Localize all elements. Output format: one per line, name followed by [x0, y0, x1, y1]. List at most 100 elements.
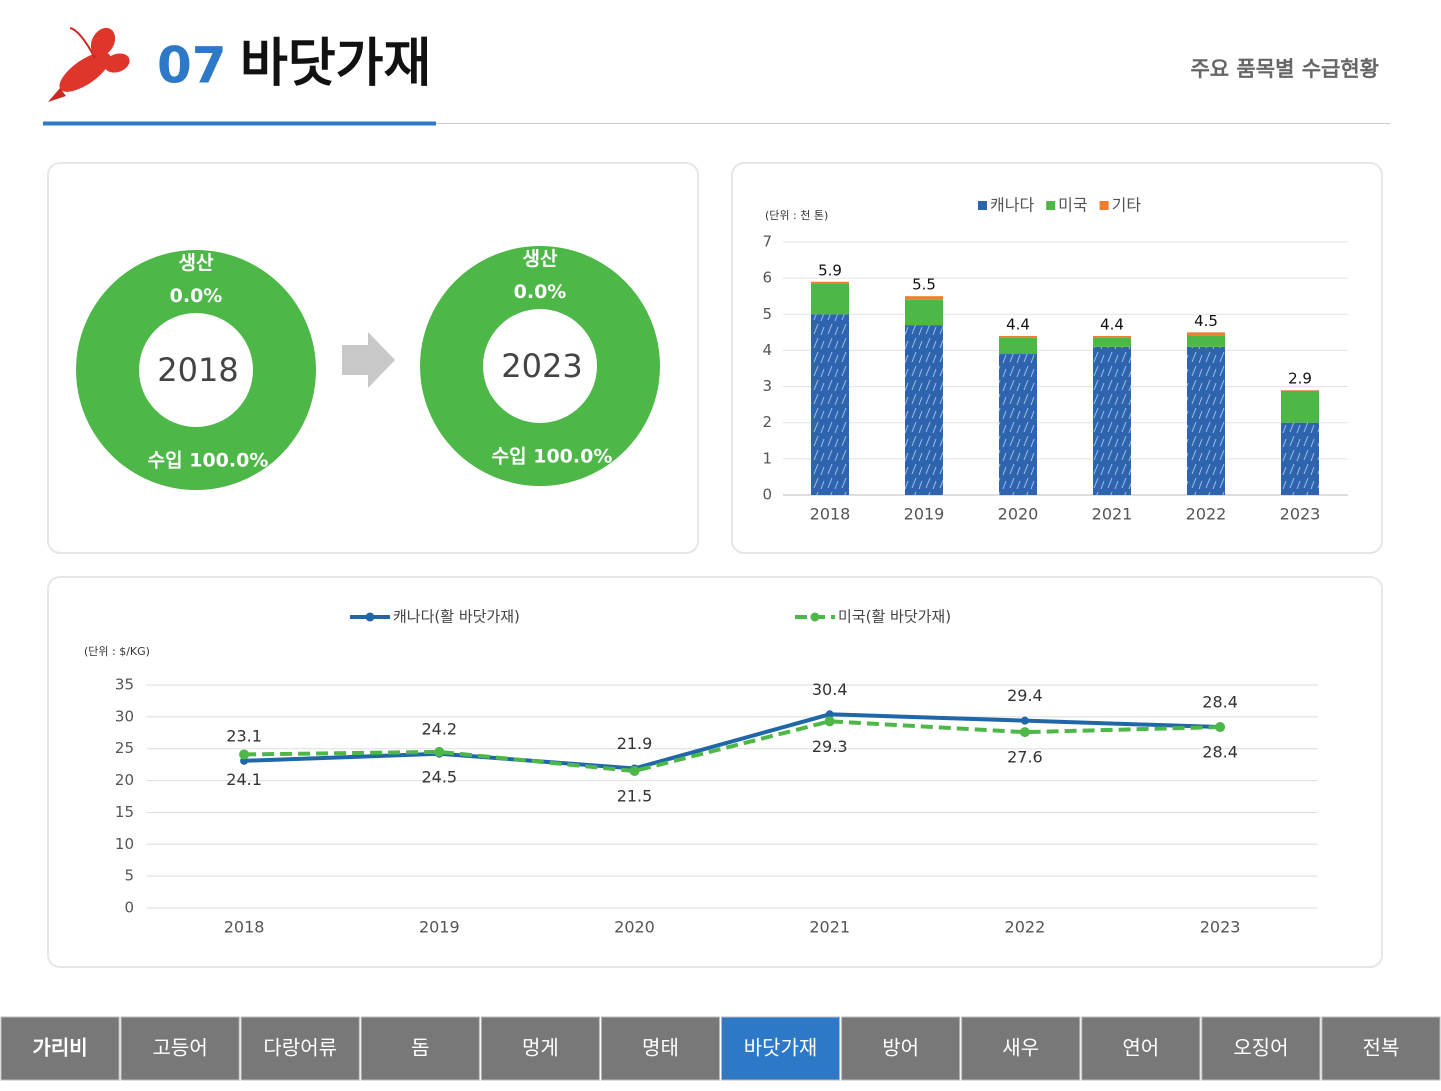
- nav-tab-label: 연어: [1122, 1036, 1159, 1060]
- y-tick-label: 5: [762, 305, 772, 323]
- y-tick-label: 20: [115, 771, 134, 789]
- data-label: 28.4: [1202, 693, 1238, 712]
- slice-value: 100.0%: [533, 445, 612, 467]
- nav-tab-bg: [0, 1016, 120, 1081]
- data-label: 27.6: [1007, 748, 1043, 767]
- donut-center-label: 2018: [157, 351, 238, 389]
- data-label: 21.9: [617, 734, 653, 753]
- y-tick-label: 35: [115, 676, 134, 694]
- total-label: 5.9: [818, 261, 842, 279]
- nav-tab-bg: [240, 1016, 360, 1081]
- nav-tab[interactable]: 바닷가재: [721, 1016, 841, 1081]
- y-tick-label: 10: [115, 835, 134, 853]
- nav-tab-bg: [480, 1016, 600, 1081]
- nav-tab[interactable]: 다랑어류: [240, 1016, 360, 1081]
- nav-tab[interactable]: 고등어: [120, 1016, 240, 1081]
- slice-value: 100.0%: [189, 449, 268, 471]
- data-label: 29.4: [1007, 686, 1043, 705]
- nav-tab-label: 명태: [642, 1036, 679, 1060]
- data-label: 30.4: [812, 680, 848, 699]
- data-label: 24.1: [226, 770, 262, 789]
- bar-segment: [811, 281, 849, 284]
- donut-slice: [76, 250, 316, 490]
- bar-segment: [999, 335, 1037, 338]
- bar-segment: [905, 296, 943, 300]
- x-tick-label: 2021: [809, 918, 850, 937]
- nav-tab-label: 새우: [1002, 1036, 1039, 1060]
- legend-swatch: [1046, 201, 1056, 210]
- x-tick-label: 2020: [998, 505, 1039, 524]
- nav-tab-label: 오징어: [1233, 1036, 1288, 1060]
- legend-label: 미국: [1058, 196, 1087, 215]
- nav-tab[interactable]: 방어: [841, 1016, 961, 1081]
- data-label: 21.5: [617, 787, 653, 806]
- y-tick-label: 30: [115, 707, 134, 725]
- nav-tab[interactable]: 가리비: [0, 1016, 120, 1081]
- nav-tab[interactable]: 새우: [961, 1016, 1081, 1081]
- bar-segment: [1093, 335, 1131, 338]
- nav-tab[interactable]: 멍게: [480, 1016, 600, 1081]
- total-label: 4.5: [1194, 312, 1218, 330]
- legend-label: 미국(활 바닷가재): [838, 608, 951, 626]
- nav-tab-label: 전복: [1363, 1036, 1400, 1060]
- slice-label: 수입: [148, 449, 183, 471]
- y-tick-label: 6: [762, 269, 772, 287]
- slice-value: 0.0%: [170, 285, 223, 307]
- y-tick-label: 25: [115, 739, 134, 757]
- arrow: [342, 332, 395, 388]
- x-tick-label: 2018: [224, 918, 265, 937]
- nav-tab[interactable]: 오징어: [1201, 1016, 1321, 1081]
- nav-tab[interactable]: 돔: [360, 1016, 480, 1081]
- data-point: [1215, 722, 1226, 733]
- data-label: 23.1: [226, 726, 262, 745]
- bar-segment: [1281, 390, 1319, 391]
- legend-marker: [810, 612, 820, 622]
- bar-texture: [811, 314, 849, 495]
- bar-texture: [1187, 346, 1225, 495]
- nav-tab-bg: [120, 1016, 240, 1081]
- bar-segment: [811, 283, 849, 315]
- donut-center-label: 2023: [501, 347, 582, 385]
- lobster-icon: [48, 27, 130, 102]
- nav-tab-label: 멍게: [522, 1036, 559, 1060]
- x-tick-label: 2021: [1092, 505, 1133, 524]
- bar-texture: [905, 325, 943, 495]
- nav-tab-bg: [1201, 1016, 1321, 1081]
- legend-marker: [365, 612, 375, 622]
- bar-segment: [999, 337, 1037, 355]
- unit-label: (단위 : $/KG): [84, 645, 150, 658]
- nav-tab-bg: [841, 1016, 961, 1081]
- data-point: [239, 749, 250, 760]
- nav-tab[interactable]: 전복: [1321, 1016, 1441, 1081]
- x-tick-label: 2022: [1005, 918, 1046, 937]
- y-tick-label: 2: [762, 413, 772, 431]
- data-point: [824, 716, 835, 727]
- data-point: [1020, 716, 1029, 725]
- total-label: 5.5: [912, 276, 936, 294]
- nav-tab-label: 방어: [882, 1036, 919, 1060]
- total-label: 4.4: [1006, 315, 1030, 333]
- y-tick-label: 0: [124, 899, 134, 917]
- x-tick-label: 2019: [419, 918, 460, 937]
- nav-tab-label: 돔: [411, 1036, 429, 1060]
- x-tick-label: 2019: [904, 505, 945, 524]
- y-tick-label: 5: [124, 867, 134, 885]
- nav-tab[interactable]: 명태: [600, 1016, 721, 1081]
- data-label: 28.4: [1202, 743, 1238, 762]
- bar-segment: [1187, 335, 1225, 347]
- nav-tab[interactable]: 연어: [1081, 1016, 1201, 1081]
- nav-tab-bg: [600, 1016, 721, 1081]
- x-tick-label: 2018: [810, 505, 851, 524]
- x-tick-label: 2023: [1200, 918, 1241, 937]
- data-label: 29.3: [812, 737, 848, 756]
- data-point: [434, 746, 445, 757]
- nav-tab-label: 바닷가재: [744, 1036, 818, 1060]
- data-label: 24.5: [421, 767, 457, 786]
- total-label: 4.4: [1100, 315, 1124, 333]
- x-tick-label: 2023: [1280, 505, 1321, 524]
- y-tick-label: 15: [115, 803, 134, 821]
- unit-label: (단위 : 천 톤): [765, 208, 828, 222]
- slice-label-group: 수입 100.0%: [492, 445, 613, 467]
- donut-slice: [420, 246, 660, 486]
